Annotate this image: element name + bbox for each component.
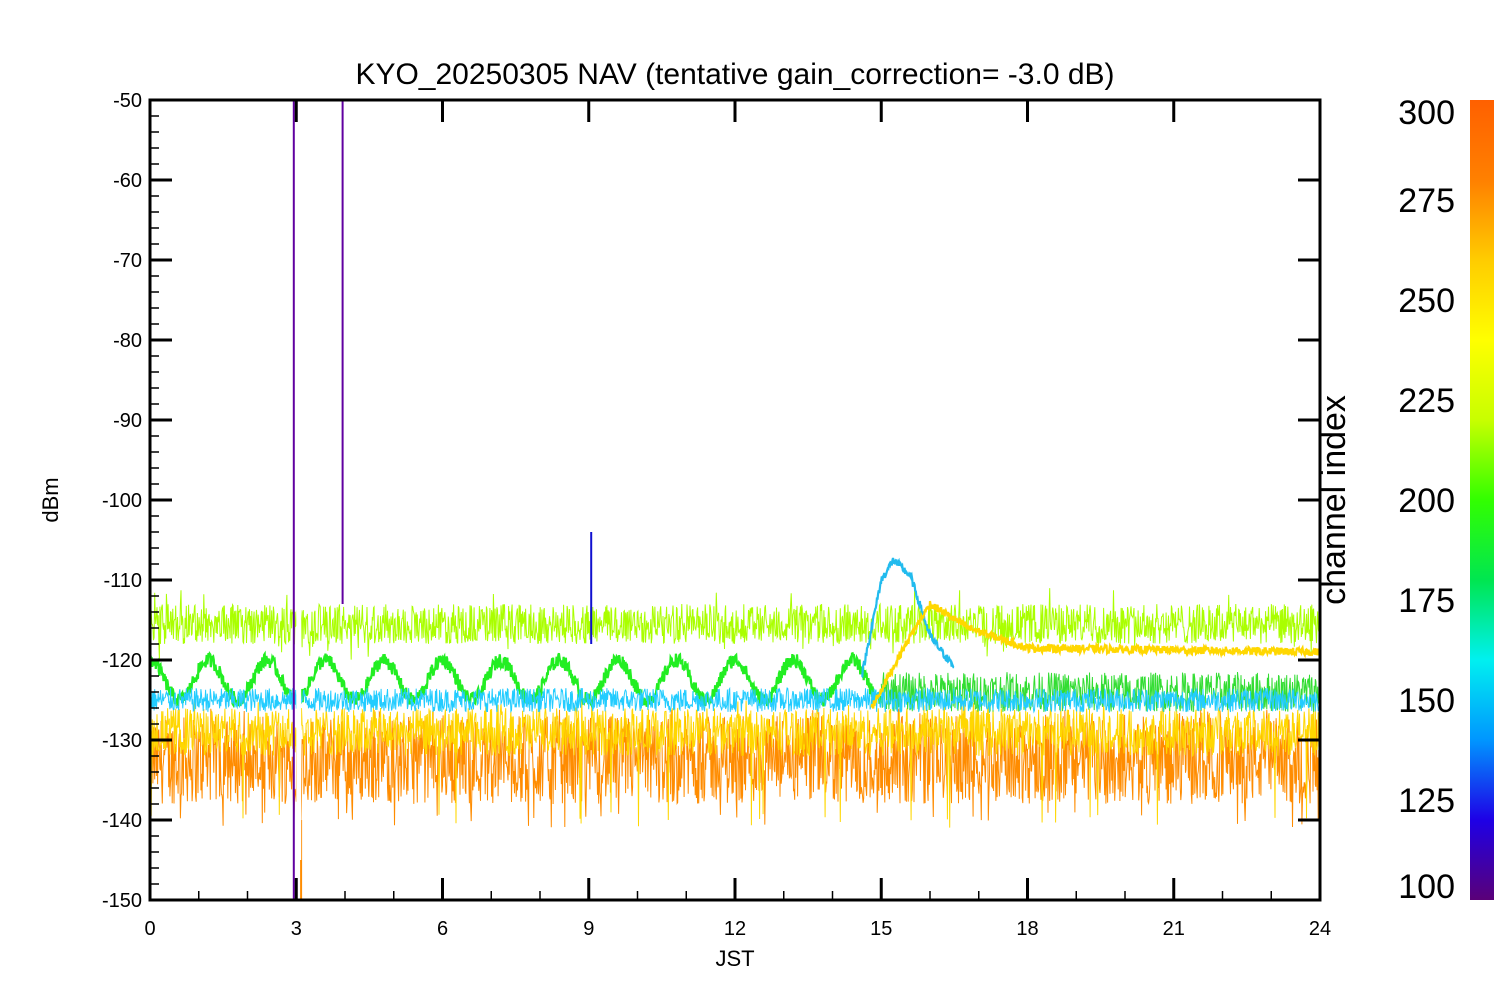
series-noise-band-2 [150,588,1320,660]
y-tick-label: -120 [102,650,142,672]
y-axis-title: dBm [38,477,63,522]
x-tick-label: 15 [870,918,892,940]
chart-title: KYO_20250305 NAV (tentative gain_correct… [355,58,1114,91]
y-tick-label: -130 [102,730,142,752]
y-tick-label: -60 [113,170,142,192]
y-tick-label: -80 [113,330,142,352]
x-tick-label: 9 [583,918,594,940]
x-tick-label: 6 [437,918,448,940]
colorbar [1470,100,1494,900]
series-peak-6 [861,557,955,678]
y-tick-label: -100 [102,490,142,512]
colorbar-tick-label: 125 [1398,782,1455,820]
colorbar-tick-label: 225 [1398,382,1455,420]
colorbar-tick-label: 150 [1398,682,1455,720]
y-tick-label: -140 [102,810,142,832]
x-axis: 0 3 6 9 12 15 18 21 24 [144,100,1331,940]
colorbar-tick-label: 300 [1398,94,1455,132]
series-ramp-7 [870,600,1320,709]
x-tick-label: 18 [1016,918,1038,940]
series-noise-band-1 [150,700,1320,828]
y-tick-label: -50 [113,90,142,112]
colorbar-tick-label: 275 [1398,182,1455,220]
x-tick-label: 24 [1309,918,1331,940]
colorbar-axis: 300 275 250 225 200 175 150 125 100 [1398,94,1455,906]
series-oscillation-3 [150,650,882,710]
colorbar-tick-label: 200 [1398,482,1455,520]
colorbar-tick-label: 250 [1398,282,1455,320]
x-tick-label: 12 [724,918,746,940]
colorbar-tick-label: 175 [1398,582,1455,620]
y-tick-label: -110 [103,570,142,592]
series-noise-band-5 [150,686,1320,714]
colorbar-tick-label: 100 [1398,868,1455,906]
data-gap [296,596,302,860]
y-tick-label: -150 [102,890,142,912]
y-axis: -50 -60 -70 -80 -90 -100 -110 -120 -130 -140 -150 [102,90,1320,912]
series-layer [150,100,1320,900]
x-tick-label: 3 [291,918,302,940]
x-tick-label: 0 [144,918,155,940]
colorbar-title: channel index [1315,395,1353,605]
x-tick-label: 21 [1163,918,1185,940]
y-tick-label: -70 [113,250,142,272]
x-axis-title: JST [715,946,754,971]
series-noise-band-0 [150,708,1320,828]
y-tick-label: -90 [113,410,142,432]
